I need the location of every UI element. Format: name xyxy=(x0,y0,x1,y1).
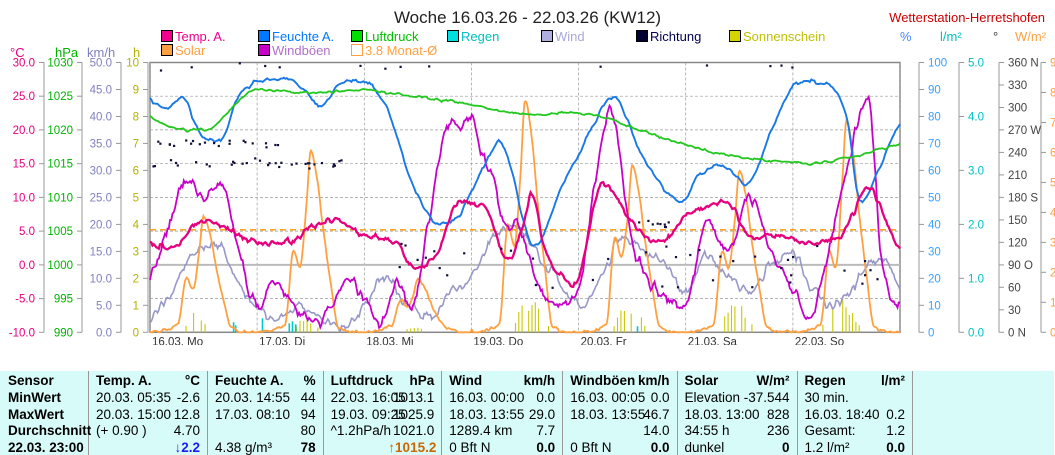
svg-text:40: 40 xyxy=(928,219,941,231)
svg-text:270 W: 270 W xyxy=(1008,125,1041,137)
svg-text:995: 995 xyxy=(54,294,73,306)
svg-text:90: 90 xyxy=(928,85,941,97)
svg-text:1025: 1025 xyxy=(47,91,73,103)
svg-text:800: 800 xyxy=(1050,88,1055,100)
svg-text:0.0: 0.0 xyxy=(19,260,35,272)
svg-text:15.0: 15.0 xyxy=(13,159,35,171)
svg-text:16.03. Mo: 16.03. Mo xyxy=(152,336,203,345)
svg-text:1: 1 xyxy=(133,300,139,312)
svg-text:18.03. Mi: 18.03. Mi xyxy=(366,336,413,345)
svg-text:30.0: 30.0 xyxy=(13,58,35,70)
svg-text:20.0: 20.0 xyxy=(90,219,112,231)
svg-text:180 S: 180 S xyxy=(1008,192,1038,204)
svg-text:21.03. Sa: 21.03. Sa xyxy=(688,336,738,345)
svg-text:40.0: 40.0 xyxy=(90,112,112,124)
svg-text:50: 50 xyxy=(928,192,941,204)
svg-text:5.0: 5.0 xyxy=(19,226,35,238)
svg-text:6: 6 xyxy=(133,165,139,177)
svg-text:60: 60 xyxy=(1008,282,1021,294)
svg-text:-10.0: -10.0 xyxy=(9,327,35,339)
svg-text:9: 9 xyxy=(133,85,139,97)
svg-text:300: 300 xyxy=(1050,237,1055,249)
svg-text:-5.0: -5.0 xyxy=(15,294,35,306)
svg-text:10.0: 10.0 xyxy=(13,192,35,204)
svg-text:1015: 1015 xyxy=(47,159,73,171)
svg-text:1005: 1005 xyxy=(47,226,73,238)
svg-text:150: 150 xyxy=(1008,215,1027,227)
svg-text:400: 400 xyxy=(1050,207,1055,219)
svg-text:30.0: 30.0 xyxy=(90,165,112,177)
svg-text:5: 5 xyxy=(133,192,139,204)
svg-text:3.0: 3.0 xyxy=(968,165,984,177)
svg-text:5.0: 5.0 xyxy=(96,300,112,312)
svg-text:600: 600 xyxy=(1050,147,1055,159)
svg-text:900: 900 xyxy=(1050,58,1055,70)
svg-text:35.0: 35.0 xyxy=(90,138,112,150)
svg-text:100: 100 xyxy=(1050,297,1055,309)
svg-text:2: 2 xyxy=(133,273,139,285)
svg-text:7: 7 xyxy=(133,138,139,150)
svg-text:0 N: 0 N xyxy=(1008,327,1026,339)
svg-text:990: 990 xyxy=(54,327,73,339)
svg-text:210: 210 xyxy=(1008,170,1027,182)
svg-text:50.0: 50.0 xyxy=(90,58,112,70)
svg-text:20.0: 20.0 xyxy=(13,125,35,137)
svg-text:10: 10 xyxy=(928,300,941,312)
svg-text:0: 0 xyxy=(133,327,139,339)
svg-text:10.0: 10.0 xyxy=(90,273,112,285)
svg-text:3: 3 xyxy=(133,246,139,258)
svg-text:60: 60 xyxy=(928,165,941,177)
svg-text:10: 10 xyxy=(126,58,139,70)
svg-text:8: 8 xyxy=(133,112,139,124)
svg-text:330: 330 xyxy=(1008,80,1027,92)
svg-text:45.0: 45.0 xyxy=(90,85,112,97)
svg-text:30: 30 xyxy=(928,246,941,258)
svg-text:15.0: 15.0 xyxy=(90,246,112,258)
svg-text:25.0: 25.0 xyxy=(13,91,35,103)
svg-text:0: 0 xyxy=(1050,327,1055,339)
svg-text:22.03. So: 22.03. So xyxy=(795,336,844,345)
svg-text:300: 300 xyxy=(1008,103,1027,115)
svg-text:25.0: 25.0 xyxy=(90,192,112,204)
svg-text:4: 4 xyxy=(133,219,140,231)
svg-text:500: 500 xyxy=(1050,177,1055,189)
svg-text:200: 200 xyxy=(1050,267,1055,279)
svg-text:0.0: 0.0 xyxy=(968,327,984,339)
svg-text:4.0: 4.0 xyxy=(968,112,984,124)
svg-text:19.03. Do: 19.03. Do xyxy=(473,336,523,345)
svg-text:20: 20 xyxy=(928,273,941,285)
svg-text:700: 700 xyxy=(1050,118,1055,130)
svg-text:17.03. Di: 17.03. Di xyxy=(259,336,305,345)
svg-text:70: 70 xyxy=(928,138,941,150)
svg-text:1020: 1020 xyxy=(47,125,73,137)
svg-text:100: 100 xyxy=(928,58,947,70)
svg-text:20.03. Fr: 20.03. Fr xyxy=(581,336,627,345)
svg-text:30: 30 xyxy=(1008,305,1021,317)
svg-text:1010: 1010 xyxy=(47,192,73,204)
svg-text:0: 0 xyxy=(928,327,934,339)
svg-text:90 O: 90 O xyxy=(1008,260,1033,272)
svg-text:1.0: 1.0 xyxy=(968,273,984,285)
svg-text:360 N: 360 N xyxy=(1008,58,1039,70)
svg-text:0.0: 0.0 xyxy=(96,327,112,339)
svg-text:1000: 1000 xyxy=(47,260,73,272)
svg-text:2.0: 2.0 xyxy=(968,219,984,231)
svg-text:240: 240 xyxy=(1008,147,1027,159)
svg-text:80: 80 xyxy=(928,112,941,124)
svg-text:5.0: 5.0 xyxy=(968,58,984,70)
svg-text:120: 120 xyxy=(1008,237,1027,249)
svg-text:1030: 1030 xyxy=(47,58,73,70)
